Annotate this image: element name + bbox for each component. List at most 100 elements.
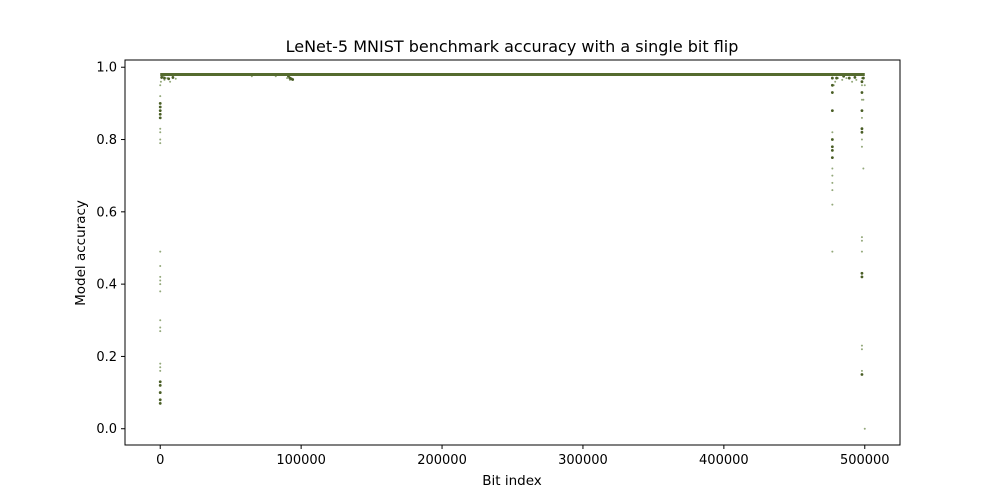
y-tick-label: 1.0 [96,61,117,76]
data-point [830,91,834,94]
data-point [860,373,864,376]
data-point [830,145,834,149]
data-point [860,127,864,131]
y-tick-label: 0.6 [96,205,117,220]
data-point [860,271,864,275]
data-point [158,380,162,384]
data-point [853,75,857,79]
y-tick-label: 0.2 [96,350,117,365]
data-point [860,98,863,101]
x-tick-label: 400000 [699,453,749,468]
data-point [845,77,848,80]
x-tick-label: 200000 [417,453,467,468]
data-point [158,101,162,105]
y-tick-label: 0.8 [96,133,117,148]
y-tick-label: 0.4 [96,278,117,293]
data-point [159,265,162,268]
data-point [831,181,834,184]
data-point [160,75,164,79]
x-tick-label: 500000 [840,453,890,468]
data-point [286,77,289,80]
data-point [158,398,162,402]
x-axis-title: Bit index [482,473,542,489]
data-point [159,275,162,278]
data-point [831,131,834,134]
data-point [159,283,162,286]
data-point [860,84,863,87]
data-point [159,369,162,372]
data-point [831,250,834,253]
data-point [831,167,834,170]
x-tick-label: 0 [156,453,164,468]
data-point [158,402,162,405]
data-point [830,83,834,87]
data-point [860,236,863,239]
data-point [847,76,851,80]
plot-area [158,72,866,430]
data-point [860,369,863,372]
y-axis-title: Model accuracy [73,200,89,306]
data-point [830,148,834,152]
data-point [159,131,162,134]
data-point [830,156,834,160]
data-point [159,362,162,365]
data-point [158,112,162,116]
chart-title: LeNet-5 MNIST benchmark accuracy with a … [286,37,739,56]
data-point [855,78,858,81]
data-point [159,95,162,98]
data-point [159,330,162,333]
data-point [831,189,834,192]
data-point [158,105,162,109]
data-point [291,78,295,81]
data-point [158,116,162,120]
axes: 0 100000 200000 300000 400000 500000 0.0 0.2 0.4… [96,59,901,468]
data-point [163,76,166,80]
data-point [831,174,834,177]
data-point [835,76,838,80]
data-point [860,138,863,141]
data-point [167,77,171,81]
data-point [830,76,834,80]
data-point [860,80,864,84]
data-point [159,279,162,282]
x-tick-label: 100000 [276,453,326,468]
x-tick-label: 300000 [558,453,608,468]
data-point [860,344,863,347]
data-point [860,91,864,94]
data-point [159,326,162,329]
data-point [159,127,162,130]
data-point [862,98,865,101]
data-point [159,290,162,293]
data-point [860,130,864,134]
data-point [159,142,162,145]
data-point [860,239,863,242]
data-point [159,80,162,83]
data-point [158,383,162,387]
data-point [862,167,865,170]
data-point [169,80,172,83]
data-point [863,427,866,430]
data-point [834,80,837,83]
data-point [851,80,854,83]
data-point [863,84,866,87]
data-point [841,78,844,81]
data-point [158,109,162,113]
data-point [831,203,834,206]
data-point [159,138,162,141]
data-point [159,84,162,87]
data-point [860,116,863,119]
y-tick-label: 0.0 [96,422,117,437]
data-point [860,145,863,148]
plot-frame [124,59,901,446]
data-point [171,75,175,79]
data-point [159,366,162,369]
data-point [860,275,864,279]
data-point [860,109,864,113]
data-point [830,109,834,113]
data-point [174,77,177,80]
data-point [860,250,863,253]
data-point [159,250,162,253]
data-point [158,391,162,394]
data-point [860,348,863,351]
